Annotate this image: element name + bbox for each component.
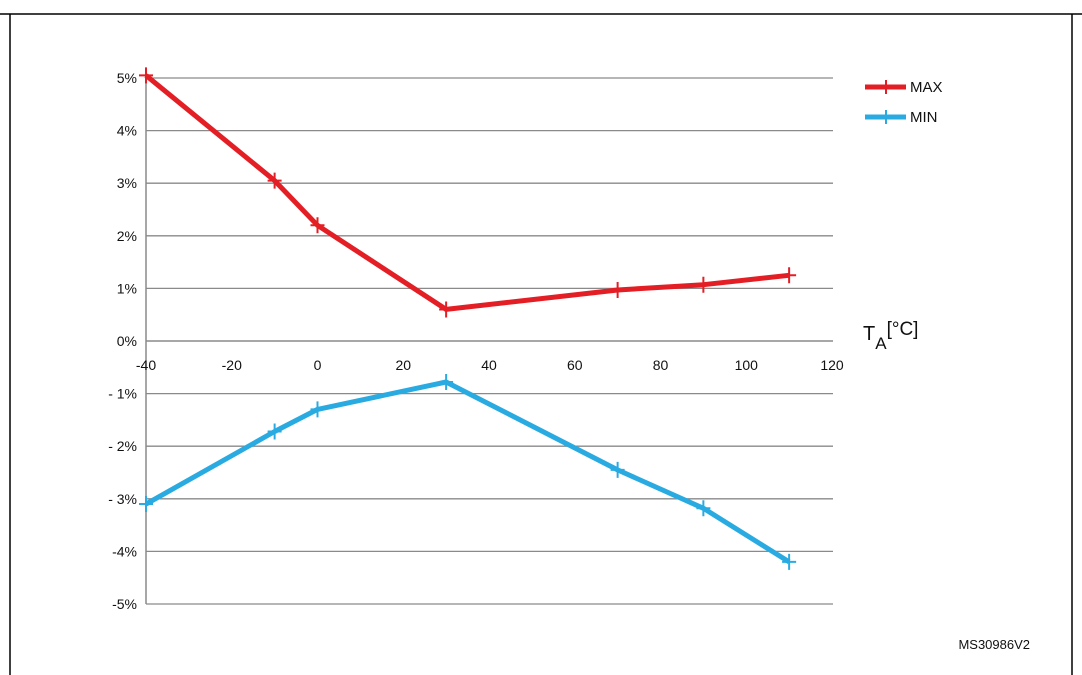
grid-lines — [145, 77, 833, 605]
x-tick-label: 100 — [735, 357, 759, 373]
y-tick-label: - 2% — [108, 438, 137, 454]
series-min-line — [144, 379, 791, 565]
series-max-line — [144, 73, 790, 312]
x-axis-title: TA[°C] — [863, 319, 918, 353]
y-tick-label: -5% — [112, 596, 137, 612]
x-tick-label: -20 — [222, 357, 242, 373]
y-tick-label: 1% — [117, 280, 137, 296]
series-max-point — [267, 172, 282, 189]
legend-min-marker — [879, 110, 893, 124]
y-tick-label: 2% — [117, 228, 137, 244]
legend-max-marker — [879, 80, 893, 94]
y-tick-label: -4% — [112, 543, 137, 559]
series-max-point — [782, 267, 797, 284]
x-tick-label: 20 — [395, 357, 411, 373]
x-axis-title-unit: [°C] — [887, 319, 919, 340]
series-min-point — [782, 553, 797, 570]
legend-max-label: MAX — [910, 79, 943, 96]
x-axis-title-main: T — [863, 323, 875, 345]
y-tick-label: 0% — [117, 333, 137, 349]
series-min-point — [139, 496, 153, 513]
series-min-point — [439, 374, 454, 391]
x-axis-title-subscript: A — [875, 334, 887, 353]
y-tick-label: 3% — [117, 175, 137, 191]
x-axis-ticks: -40 -20 0 20 40 60 80 100 120 — [136, 357, 844, 373]
x-tick-label: 120 — [820, 357, 844, 373]
x-tick-label: -40 — [136, 357, 156, 373]
legend-min-label: MIN — [910, 109, 938, 126]
series-max-point — [610, 281, 625, 298]
series-max-point — [439, 301, 454, 318]
y-tick-label: 5% — [117, 70, 137, 86]
y-axis-ticks: 5% 4% 3% 2% 1% 0% - 1% - 2% - 3% -4% -5% — [108, 70, 137, 612]
series-max-point — [310, 217, 325, 234]
figure-id: MS30986V2 — [958, 637, 1030, 652]
series-min-point — [310, 401, 325, 418]
x-tick-label: 40 — [481, 357, 497, 373]
series-min-point — [267, 423, 282, 440]
x-tick-label: 60 — [567, 357, 583, 373]
y-tick-label: 4% — [117, 123, 137, 139]
series-min-point — [610, 461, 625, 478]
x-tick-label: 0 — [314, 357, 322, 373]
series-lines — [139, 67, 797, 570]
y-tick-label: - 3% — [108, 491, 137, 507]
x-tick-label: 80 — [653, 357, 669, 373]
y-tick-label: - 1% — [108, 386, 137, 402]
series-max-point — [139, 67, 153, 84]
series-min-point — [696, 500, 711, 517]
series-max-point — [696, 276, 711, 293]
legend: MAX MIN — [865, 79, 943, 126]
